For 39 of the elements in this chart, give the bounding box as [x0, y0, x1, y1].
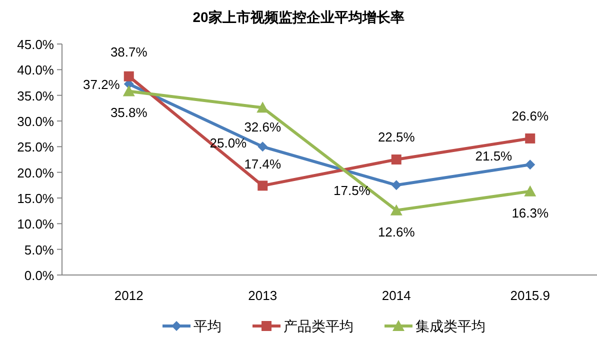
data-label: 17.5% [334, 183, 371, 198]
x-tick-label: 2014 [382, 288, 411, 303]
x-tick-label: 2015.9 [510, 288, 550, 303]
y-tick-label: 40.0% [17, 62, 54, 78]
x-tick-label: 2013 [248, 288, 278, 303]
point [124, 71, 134, 82]
y-tick-label: 10.0% [17, 216, 54, 232]
data-label: 35.8% [110, 105, 148, 120]
point [390, 204, 402, 216]
point [525, 133, 536, 144]
y-tick-label: 25.0% [17, 140, 54, 155]
data-label: 32.6% [244, 120, 282, 135]
chart-title: 20家上市视频监控企业平均增长率 [192, 9, 404, 25]
x-tick-label: 2012 [114, 288, 144, 303]
legend-label: 集成类平均 [416, 318, 486, 334]
point [391, 180, 402, 190]
data-label: 12.6% [378, 224, 416, 240]
point [525, 160, 536, 170]
legend-label: 平均 [194, 318, 222, 334]
y-tick-label: 30.0% [17, 114, 54, 129]
data-label: 26.6% [512, 108, 549, 124]
point [524, 185, 536, 196]
y-tick-label: 35.0% [17, 88, 54, 104]
legend-label: 产品类平均 [284, 318, 354, 334]
point [122, 85, 135, 96]
point [258, 180, 268, 191]
point [258, 142, 268, 152]
y-tick-label: 5.0% [24, 242, 54, 258]
data-label: 16.3% [512, 205, 549, 220]
data-label: 22.5% [378, 130, 416, 144]
y-tick-label: 45.0% [17, 37, 54, 52]
data-label: 17.4% [244, 156, 282, 172]
y-tick-label: 0.0% [24, 268, 54, 283]
y-tick-label: 15.0% [17, 191, 54, 206]
data-label: 37.2% [83, 77, 120, 92]
data-label: 38.7% [110, 44, 148, 60]
data-label: 21.5% [475, 148, 513, 164]
y-tick-label: 20.0% [17, 165, 54, 180]
point [391, 154, 402, 164]
